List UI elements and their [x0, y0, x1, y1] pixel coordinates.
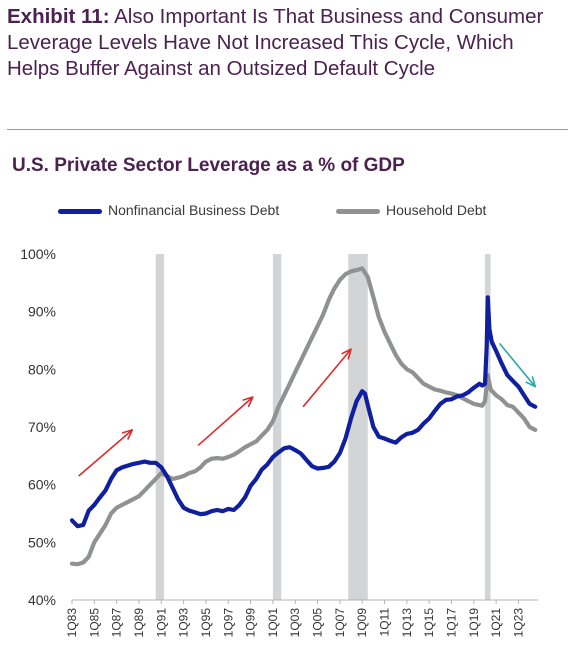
x-tick-label: 1Q05: [311, 608, 325, 638]
trend-arrow-group: [78, 342, 537, 477]
chart-title: U.S. Private Sector Leverage as a % of G…: [12, 155, 405, 176]
trend-arrow: [78, 429, 134, 477]
y-tick-label: 100%: [20, 246, 56, 262]
y-tick-label: 90%: [28, 304, 56, 320]
x-tick-label: 1Q03: [288, 608, 302, 638]
legend-swatch-household: [336, 208, 380, 214]
x-tick-label: 1Q17: [444, 608, 458, 638]
recession-band: [348, 254, 368, 600]
x-tick-label: 1Q87: [110, 608, 124, 638]
trend-arrow: [498, 342, 537, 388]
legend-label-household: Household Debt: [386, 202, 487, 218]
x-tick-label: 1Q21: [489, 608, 503, 638]
recession-band: [155, 254, 165, 600]
x-tick-label: 1Q13: [400, 608, 414, 638]
x-tick-label: 1Q93: [177, 608, 191, 638]
x-tick-label: 1Q23: [511, 608, 525, 638]
x-tick-label: 1Q99: [244, 608, 258, 638]
x-tick-label: 1Q95: [199, 608, 213, 638]
axis-group: 40% 50% 60% 70% 80% 90% 100% 1Q83 1Q85 1Q87 1Q89 1Q…: [20, 246, 538, 637]
x-tick-label: 1Q15: [422, 608, 436, 638]
legend-item-household: Household Debt: [336, 202, 486, 218]
y-tick-label: 40%: [28, 592, 56, 608]
series-line-business-debt: [69, 295, 538, 529]
x-tick-label: 1Q97: [221, 608, 235, 638]
series-group: [69, 266, 538, 567]
recession-band: [484, 254, 491, 600]
exhibit-label: Exhibit 11:: [7, 5, 110, 28]
y-tick-label: 50%: [28, 534, 56, 550]
recession-shading-group: [155, 254, 491, 600]
y-tick-label: 70%: [28, 419, 56, 435]
x-tick-label: 1Q01: [266, 608, 280, 638]
exhibit-text: Also Important Is That Business and Cons…: [7, 5, 544, 80]
legend-item-business: Nonfinancial Business Debt: [58, 202, 279, 218]
x-tick-label: 1Q91: [154, 608, 168, 638]
divider: [7, 129, 568, 130]
y-tick-label: 80%: [28, 361, 56, 377]
series-line-household-debt: [69, 266, 538, 567]
trend-arrow: [197, 396, 254, 447]
x-tick-label: 1Q83: [65, 608, 79, 638]
y-tick-label: 60%: [28, 477, 56, 493]
exhibit-caption: Exhibit 11: Also Important Is That Busin…: [7, 4, 567, 82]
x-tick-label: 1Q85: [87, 608, 101, 638]
x-tick-label: 1Q07: [333, 608, 347, 638]
legend-swatch-business: [58, 208, 102, 214]
x-tick-label: 1Q19: [467, 608, 481, 638]
recession-band: [272, 254, 282, 600]
x-tick-label: 1Q09: [355, 608, 369, 638]
legend-label-business: Nonfinancial Business Debt: [108, 202, 280, 218]
x-tick-label: 1Q89: [132, 608, 146, 638]
x-tick-label: 1Q11: [378, 608, 392, 637]
trend-arrow: [302, 348, 352, 408]
